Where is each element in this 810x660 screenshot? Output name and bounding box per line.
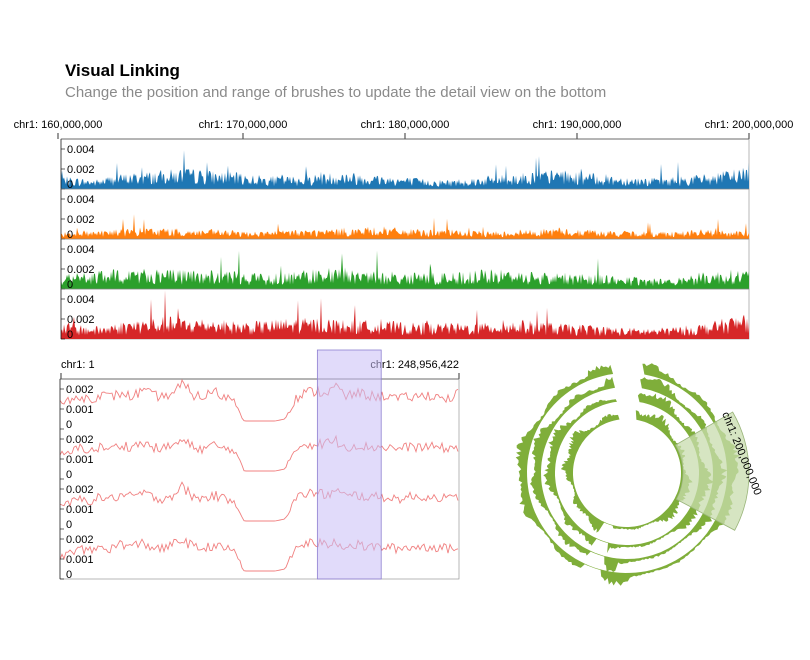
overview-area-series [61,150,749,189]
overview-x-tick-label: chr1: 170,000,000 [199,119,288,131]
overview-y-tick-label: 0 [67,279,73,291]
detail-y-tick-label: 0 [66,519,72,531]
overview-chart[interactable]: chr1: 160,000,000 chr1: 170,000,000 chr1: … [14,119,794,341]
overview-y-tick-label: 0.002 [67,314,95,326]
overview-y-tick-label: 0.004 [67,144,95,156]
detail-y-tick-label: 0.002 [66,384,94,396]
overview-x-tick-label: chr1: 160,000,000 [14,119,103,131]
detail-x-tick-label: chr1: 1 [61,359,95,371]
overview-y-tick-label: 0.002 [67,164,95,176]
circular-brush[interactable] [674,411,750,531]
overview-area-series [61,290,749,339]
overview-y-tick-label: 0.002 [67,214,95,226]
detail-y-tick-label: 0.001 [66,454,94,466]
overview-x-axis: chr1: 160,000,000 chr1: 170,000,000 chr1: … [14,119,794,140]
detail-line-series [59,537,459,572]
detail-track: 0.002 0.001 0 [59,429,459,481]
detail-y-tick-label: 0.001 [66,504,94,516]
detail-x-tick-label: chr1: 248,956,422 [370,359,459,371]
circular-area-track [561,410,693,533]
overview-area-series [61,250,749,289]
overview-x-tick-label: chr1: 190,000,000 [533,119,622,131]
overview-track: 0.004 0.002 0 [60,288,750,341]
overview-y-tick-label: 0 [67,229,73,241]
detail-line-series [59,378,459,422]
overview-y-tick-label: 0 [67,179,73,191]
page-title: Visual Linking [65,61,180,80]
circular-chart[interactable]: chr1: 200,000,000 [515,363,764,586]
overview-x-tick-label: chr1: 200,000,000 [705,119,794,131]
overview-y-tick-label: 0.004 [67,194,95,206]
detail-y-tick-label: 0.002 [66,534,94,546]
detail-track: 0.002 0.001 0 [59,479,459,531]
detail-y-tick-label: 0 [66,569,72,581]
detail-tracks: 0.0020.00100.0020.00100.0020.00100.0020.… [59,378,460,581]
overview-y-tick-label: 0.002 [67,264,95,276]
detail-y-tick-label: 0.002 [66,484,94,496]
overview-track: 0.004 0.002 0 [60,138,750,191]
overview-track: 0.004 0.002 0 [60,188,750,241]
detail-frame [59,378,460,580]
detail-y-tick-label: 0 [66,419,72,431]
detail-y-tick-label: 0.001 [66,554,94,566]
detail-y-tick-label: 0.002 [66,434,94,446]
overview-track: 0.004 0.002 0 [60,238,750,291]
detail-x-axis: chr1: 1 chr1: 248,956,422 [60,359,460,380]
overview-y-tick-label: 0.004 [67,294,95,306]
overview-y-tick-label: 0.004 [67,244,95,256]
overview-x-tick-label: chr1: 180,000,000 [361,119,450,131]
detail-line-series [59,481,459,522]
overview-y-tick-label: 0 [67,329,73,341]
detail-chart[interactable]: chr1: 1 chr1: 248,956,422 0.0020.00100.00… [59,349,460,581]
detail-line-series [59,434,459,472]
detail-y-tick-label: 0.001 [66,404,94,416]
linear-brush[interactable] [316,349,382,580]
detail-track: 0.002 0.001 0 [59,378,459,431]
page-subtitle: Change the position and range of brushes… [65,84,607,101]
overview-area-series [61,214,749,239]
detail-track: 0.002 0.001 0 [59,529,459,581]
detail-y-tick-label: 0 [66,469,72,481]
overview-tracks: 0.0040.00200.0040.00200.0040.00200.0040.… [60,138,750,341]
